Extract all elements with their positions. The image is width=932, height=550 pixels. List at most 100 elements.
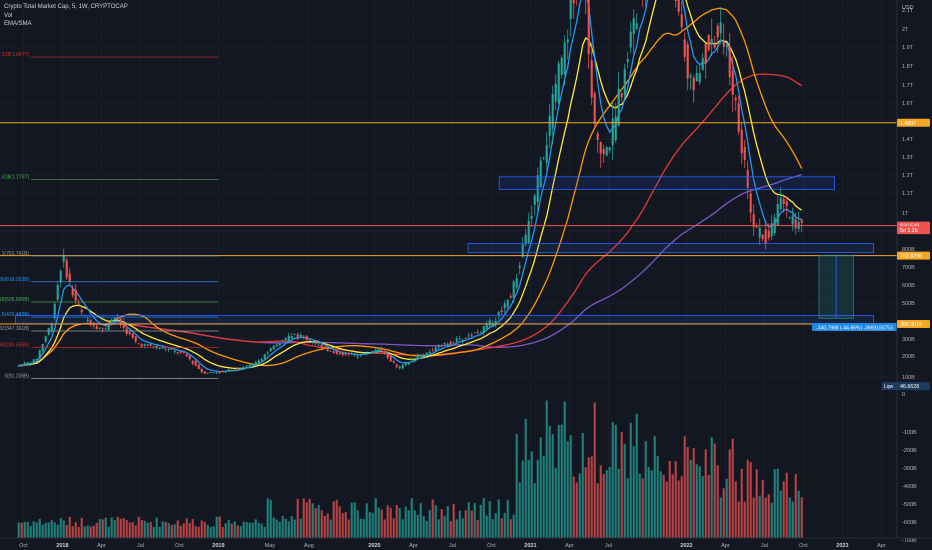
candle-body xyxy=(119,318,122,326)
volume-bar xyxy=(722,488,725,538)
volume-bar xyxy=(731,438,734,538)
volume-bar xyxy=(47,522,50,538)
candle-body xyxy=(758,227,761,238)
volume-indicator-label[interactable]: Vol xyxy=(4,12,13,19)
volume-bar xyxy=(551,434,554,538)
volume-bar xyxy=(740,468,743,538)
volume-bar xyxy=(773,469,776,538)
candle-body xyxy=(524,234,527,245)
price-axis-background xyxy=(897,0,932,550)
ema-sma-indicator-label[interactable]: EMA/SMA xyxy=(4,21,32,27)
candle-body xyxy=(86,319,89,322)
candle-body xyxy=(515,278,518,288)
candle-body xyxy=(728,46,731,78)
time-axis-label: Jul xyxy=(449,543,456,549)
ema-21-line xyxy=(18,0,803,370)
candle-body xyxy=(719,22,722,34)
time-axis-label: Apr xyxy=(877,543,886,549)
candle-body xyxy=(326,349,329,352)
candle-body xyxy=(707,35,710,51)
volume-bar xyxy=(650,470,653,538)
volume-bar xyxy=(38,518,41,538)
volume-bar xyxy=(758,495,761,538)
volume-bar xyxy=(719,497,722,538)
volume-bar xyxy=(656,455,659,538)
volume-bar xyxy=(692,448,695,538)
candle-body xyxy=(764,229,767,244)
candle-body xyxy=(680,14,683,28)
fib-level-label: 0.618(505.605B) xyxy=(0,297,30,303)
candle-body xyxy=(404,362,407,365)
volume-bar xyxy=(383,519,386,538)
candle-body xyxy=(263,354,266,359)
volume-bar xyxy=(128,522,131,538)
candle-body xyxy=(398,366,401,369)
candle-body xyxy=(407,362,410,365)
volume-bar xyxy=(752,497,755,538)
candle-body xyxy=(26,362,29,365)
volume-axis-label: -200B xyxy=(902,448,917,454)
volume-bar xyxy=(98,519,101,538)
volume-bar xyxy=(476,520,479,538)
volume-bar xyxy=(326,513,329,538)
price-tag-bg xyxy=(897,320,930,329)
candle-body xyxy=(788,217,791,218)
volume-bar xyxy=(506,499,509,538)
volume-bar xyxy=(224,523,227,538)
candle-body xyxy=(50,324,53,332)
volume-bar xyxy=(293,519,296,538)
candle-body xyxy=(506,299,509,308)
volume-bar xyxy=(377,507,380,538)
volume-bar xyxy=(581,433,584,538)
volume-bar xyxy=(104,517,107,538)
candle-body xyxy=(563,42,566,75)
volume-bar xyxy=(671,474,674,538)
candle-body xyxy=(770,223,773,237)
candle-body xyxy=(410,359,413,361)
volume-bar xyxy=(227,519,230,538)
volume-bar xyxy=(299,518,302,538)
candle-body xyxy=(488,320,491,326)
candle-body xyxy=(710,38,713,45)
volume-bar xyxy=(596,483,599,538)
candle-body xyxy=(440,345,443,347)
candle-body xyxy=(620,93,623,98)
volume-bar xyxy=(122,518,125,538)
volume-bar xyxy=(314,508,317,538)
volume-bar xyxy=(716,465,719,538)
time-axis-label: Apr xyxy=(721,543,730,549)
candle-body xyxy=(134,336,137,342)
price-axis-label: 0 xyxy=(902,392,905,398)
volume-bar xyxy=(188,523,191,538)
volume-bar xyxy=(44,522,47,538)
volume-bar xyxy=(668,460,671,538)
volume-bar xyxy=(626,478,629,538)
candle-body xyxy=(377,348,380,352)
candle-body xyxy=(539,160,542,188)
volume-bar xyxy=(548,426,551,538)
volume-bar xyxy=(794,473,797,538)
price-axis-label: 1.4T xyxy=(902,137,914,143)
candle-body xyxy=(35,358,38,361)
volume-bar xyxy=(257,522,260,538)
volume-bar xyxy=(341,513,344,538)
candle-body xyxy=(371,350,374,353)
price-tag: 388.3019 xyxy=(897,320,930,329)
candle-body xyxy=(29,363,32,365)
candle-body xyxy=(533,195,536,205)
volume-bar xyxy=(260,523,263,538)
candle-body xyxy=(542,157,545,159)
volume-bar xyxy=(638,473,641,538)
volume-bar xyxy=(203,521,206,538)
volume-bar xyxy=(374,498,377,538)
candle-body xyxy=(215,372,218,374)
measure-label-bg xyxy=(812,323,897,331)
volume-bar xyxy=(698,466,701,538)
volume-bar xyxy=(113,520,116,538)
candle-body xyxy=(305,335,308,340)
volume-bar xyxy=(428,510,431,538)
volume-bar xyxy=(266,498,269,538)
candle-body xyxy=(149,344,152,346)
measure-tool-label: -340.7988 (-44.66%) -3669193753 xyxy=(812,323,897,331)
